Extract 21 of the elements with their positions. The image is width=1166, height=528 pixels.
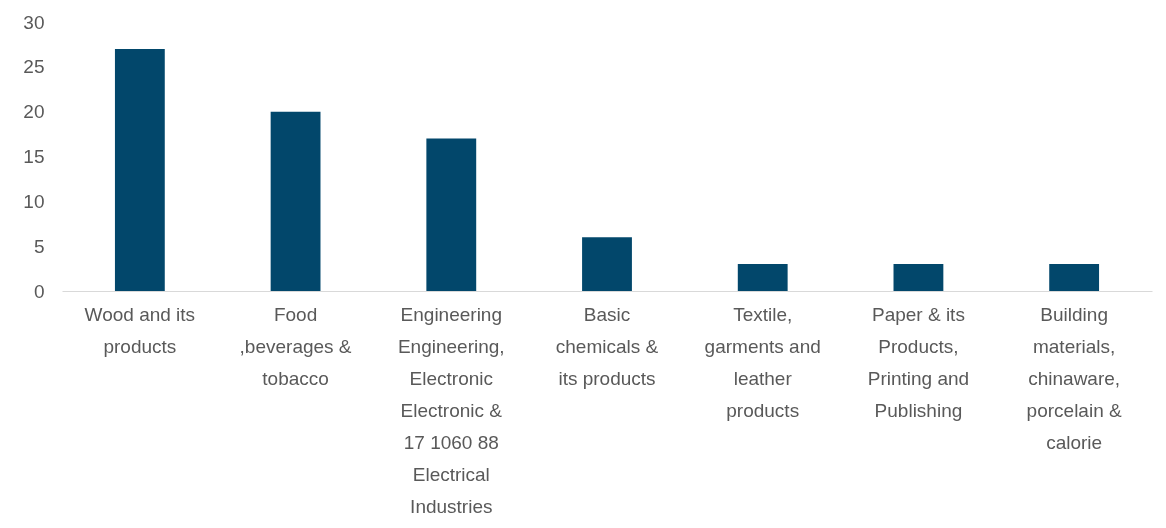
x-tick-label: Building materials, chinaware, porcelain & calorie — [1026, 303, 1122, 453]
bar — [737, 264, 788, 291]
x-tick-label: Engineering Engineering, Electronic Electronic & 17 1060 88 Electrical Industries — [397, 303, 505, 517]
y-tick-label: 30 — [23, 11, 45, 33]
bar — [426, 138, 477, 291]
y-tick-label: 5 — [33, 235, 45, 257]
bar — [270, 111, 321, 291]
y-tick-label: 15 — [23, 146, 45, 167]
x-tick-label: Wood and its products — [84, 303, 196, 357]
y-tick-label: 10 — [23, 190, 45, 212]
x-tick-label: Textile, garments and leather products — [704, 303, 821, 421]
y-tick-label: 25 — [23, 56, 45, 78]
bar — [582, 237, 632, 291]
bar — [893, 264, 944, 291]
x-tick-label: Basic chemicals & its products — [555, 303, 659, 389]
bar — [114, 48, 165, 291]
x-tick-label: Paper & its Products, Printing and Publishing — [867, 303, 970, 421]
bar — [1049, 264, 1100, 291]
y-tick-label: 0 — [33, 280, 45, 302]
x-tick-label: Food ,beverages & tobacco — [239, 303, 352, 389]
y-tick-label: 20 — [23, 101, 45, 123]
